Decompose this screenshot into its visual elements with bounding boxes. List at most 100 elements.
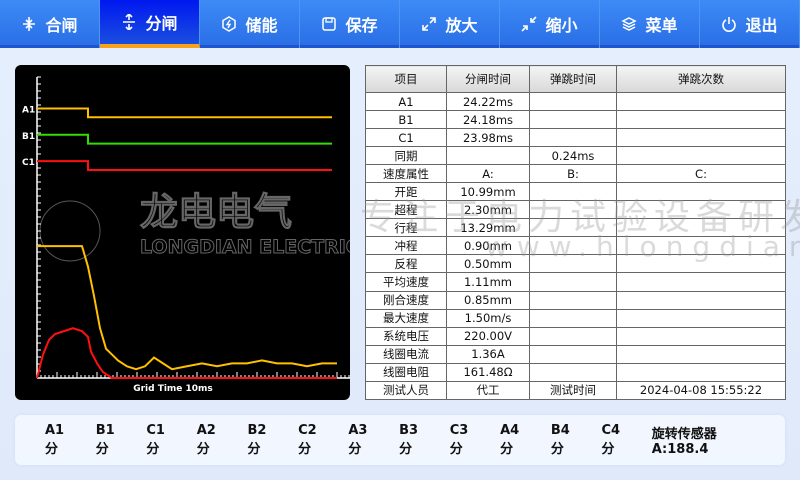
close-arrows-icon xyxy=(23,17,36,31)
nav-button-4[interactable]: 放大 xyxy=(400,0,500,48)
waveform-chart: 龙电电气 LONGDIAN ELECTRIC A1 B1 C1 Grid Time 10m… xyxy=(15,65,350,400)
table-row: 测试人员 代工 测试时间 2024-04-08 15:55:22 xyxy=(365,380,786,401)
table-row: 冲程 0.90mm xyxy=(365,236,786,256)
channel-label: B1 xyxy=(22,132,35,142)
table-row: 线圈电阻 161.48Ω xyxy=(365,362,786,382)
table-cell xyxy=(529,200,617,220)
table-cell: 220.00V xyxy=(446,326,530,346)
energy-icon xyxy=(222,16,237,32)
table-cell: 0.24ms xyxy=(529,146,617,166)
status-item: B3 分 xyxy=(399,423,419,457)
save-icon xyxy=(322,17,337,31)
table-row: 最大速度 1.50m/s xyxy=(365,308,786,328)
table-cell xyxy=(529,272,617,292)
table-cell: 1.36A xyxy=(446,344,530,364)
table-cell xyxy=(529,128,617,148)
x-axis-label: Grid Time 10ms xyxy=(133,384,213,394)
table-cell xyxy=(616,362,786,382)
table-cell: 线圈电阻 xyxy=(365,362,447,382)
table-cell: 超程 xyxy=(365,200,447,220)
status-item: A4 分 xyxy=(500,423,520,457)
open-arrows-icon xyxy=(123,14,136,30)
nav-button-3[interactable]: 保存 xyxy=(300,0,400,48)
table-cell: 同期 xyxy=(365,146,447,166)
curve-1 xyxy=(36,327,337,379)
status-item: B1 分 xyxy=(95,423,115,457)
watermark-logo-cn: 龙电电气 xyxy=(140,190,292,234)
column-header: 弹跳次数 xyxy=(616,65,786,93)
table-cell: 10.99mm xyxy=(446,182,530,202)
column-header: 项目 xyxy=(365,65,447,93)
table-cell: 测试人员 xyxy=(365,380,447,401)
table-row: 行程 13.29mm xyxy=(365,218,786,238)
table-cell xyxy=(529,308,617,328)
nav-button-7[interactable]: 退出 xyxy=(700,0,800,48)
nav-button-1[interactable]: 分闸 xyxy=(100,0,200,48)
table-cell: B1 xyxy=(365,110,447,130)
table-cell: 23.98ms xyxy=(446,128,530,148)
nav-button-label: 退出 xyxy=(745,16,778,35)
table-cell: C1 xyxy=(365,128,447,148)
status-item: 旋转传感器 A:188.4 xyxy=(651,427,717,457)
channel-label: C1 xyxy=(22,158,35,168)
power-icon xyxy=(722,17,737,32)
table-cell: 最大速度 xyxy=(365,308,447,328)
table-cell xyxy=(616,91,786,112)
signal-C1 xyxy=(37,160,332,171)
table-row: 开距 10.99mm xyxy=(365,182,786,202)
nav-button-0[interactable]: 合闸 xyxy=(0,0,100,48)
watermark-logo-en: LONGDIAN ELECTRIC xyxy=(140,236,350,258)
watermark-logo-icon xyxy=(39,200,101,262)
table-cell xyxy=(529,362,617,382)
nav-button-label: 保存 xyxy=(345,16,378,35)
table-cell: 线圈电流 xyxy=(365,344,447,364)
nav-button-label: 合闸 xyxy=(45,16,78,35)
status-item: C4 分 xyxy=(601,423,621,457)
table-cell xyxy=(616,254,786,274)
table-cell xyxy=(616,344,786,364)
table-cell xyxy=(616,182,786,202)
table-cell xyxy=(616,326,786,346)
nav-button-2[interactable]: 储能 xyxy=(200,0,300,48)
table-cell xyxy=(616,128,786,148)
table-cell: 平均速度 xyxy=(365,272,447,292)
status-item: B4 分 xyxy=(550,423,570,457)
signal-A1 xyxy=(37,107,332,119)
table-row: C1 23.98ms xyxy=(365,128,786,148)
table-cell: 1.50m/s xyxy=(446,308,530,328)
status-item: A1 分 xyxy=(45,423,65,457)
table-cell: B: xyxy=(529,164,617,184)
table-cell: 开距 xyxy=(365,182,447,202)
table-header: 项目 分闸时间 弹跳时间 弹跳次数 xyxy=(365,65,786,93)
table-cell xyxy=(446,146,530,166)
channel-label: A1 xyxy=(22,105,35,115)
table-cell xyxy=(616,200,786,220)
nav-button-5[interactable]: 缩小 xyxy=(500,0,600,48)
table-cell xyxy=(616,308,786,328)
table-cell: A1 xyxy=(365,91,447,112)
table-cell xyxy=(616,110,786,130)
table-cell xyxy=(529,110,617,130)
signal-B1 xyxy=(37,133,332,145)
table-cell: 2.30mm xyxy=(446,200,530,220)
status-bar: A1 分 B1 分 C1 分 A2 分 B2 分 C2 分 A3 分 B3 分 C3 分 A4 分… xyxy=(15,415,785,465)
table-cell: 0.90mm xyxy=(446,236,530,256)
table-cell: 速度属性 xyxy=(365,164,447,184)
table-cell: 24.18ms xyxy=(446,110,530,130)
nav-button-label: 分闸 xyxy=(145,14,178,33)
table-cell xyxy=(529,326,617,346)
table-cell: A: xyxy=(446,164,530,184)
nav-button-6[interactable]: 菜单 xyxy=(600,0,700,48)
table-row: 系统电压 220.00V xyxy=(365,326,786,346)
table-cell xyxy=(529,91,617,112)
results-table: 项目 分闸时间 弹跳时间 弹跳次数 A1 24.22ms B1 24.18ms C1 23.98… xyxy=(365,65,786,401)
table-row: 刚合速度 0.85mm xyxy=(365,290,786,310)
table-cell: 1.11mm xyxy=(446,272,530,292)
table-cell: 161.48Ω xyxy=(446,362,530,382)
nav-button-label: 放大 xyxy=(445,16,478,35)
table-cell: 0.50mm xyxy=(446,254,530,274)
table-row: 线圈电流 1.36A xyxy=(365,344,786,364)
table-row: 反程 0.50mm xyxy=(365,254,786,274)
column-header: 分闸时间 xyxy=(446,65,530,93)
status-item: A3 分 xyxy=(348,423,368,457)
